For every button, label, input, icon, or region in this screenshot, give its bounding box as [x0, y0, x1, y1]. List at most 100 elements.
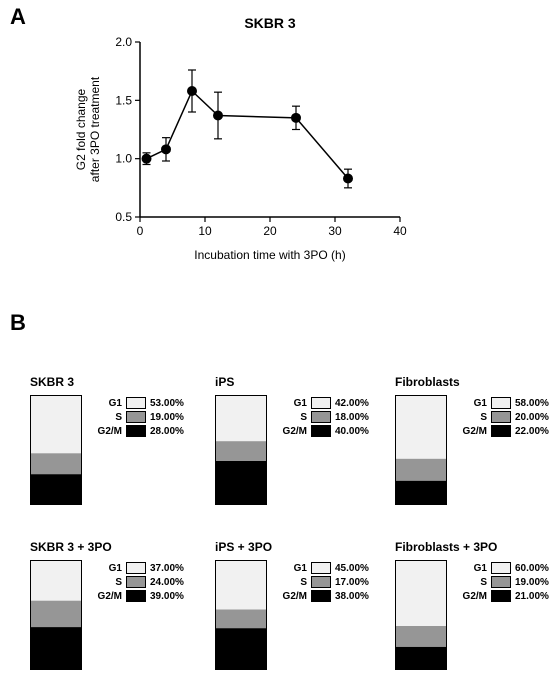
y-tick-label: 2.0 [115, 35, 132, 49]
stack-bar [395, 560, 447, 670]
segment-G2M [395, 481, 447, 505]
bar-container [395, 560, 447, 670]
legend-pct: 24.00% [150, 577, 184, 588]
legend-row: S 20.00% [453, 411, 549, 423]
legend-row: G2/M40.00% [273, 425, 369, 437]
legend-swatch [311, 590, 331, 602]
data-point [291, 113, 301, 123]
legend-row: G2/M 39.00% [88, 590, 184, 602]
legend-pct: 19.00% [150, 412, 184, 423]
y-tick-label: 1.0 [115, 152, 132, 166]
legend-label: S [88, 577, 122, 588]
segment-S [30, 453, 82, 474]
y-tick-label: 1.5 [115, 93, 132, 107]
stack-body: G1 37.00% S 24.00% G2/M 39.00% [30, 560, 184, 670]
segment-G2M [215, 461, 267, 505]
legend-label: G1 [273, 563, 307, 574]
legend: G145.00%S17.00%G2/M38.00% [273, 562, 369, 604]
data-point [213, 111, 223, 121]
data-point [161, 144, 171, 154]
legend-swatch [491, 425, 511, 437]
svg-text:after 3PO treatment: after 3PO treatment [88, 76, 102, 182]
bar-container [30, 395, 82, 505]
legend-swatch [491, 562, 511, 574]
legend-pct: 28.00% [150, 426, 184, 437]
legend-swatch [491, 576, 511, 588]
legend-pct: 21.00% [515, 591, 549, 602]
stack-bar [215, 560, 267, 670]
legend-swatch [126, 576, 146, 588]
segment-G1 [395, 560, 447, 626]
legend: G1 37.00% S 24.00% G2/M 39.00% [88, 562, 184, 604]
bar-container [215, 395, 267, 505]
stack-bar [215, 395, 267, 505]
x-tick-label: 20 [263, 224, 277, 238]
legend-label: S [273, 412, 307, 423]
segment-S [215, 610, 267, 629]
chart-title: SKBR 3 [244, 15, 296, 31]
stack-body: G160.00%S19.00%G2/M21.00% [395, 560, 549, 670]
stack-chart: iPS + 3POG145.00%S17.00%G2/M38.00% [215, 540, 369, 670]
stack-bar [395, 395, 447, 505]
segment-S [215, 441, 267, 461]
legend-label: G2/M [273, 426, 307, 437]
bar-container [215, 560, 267, 670]
stack-chart: SKBR 3G153.00%S19.00%G2/M28.00% [30, 375, 184, 505]
stack-chart: iPSG142.00%S18.00%G2/M40.00% [215, 375, 369, 505]
legend-label: G2/M [273, 591, 307, 602]
x-tick-label: 0 [137, 224, 144, 238]
legend: G142.00%S18.00%G2/M40.00% [273, 397, 369, 439]
legend-label: G1 [453, 563, 487, 574]
segment-G1 [215, 395, 267, 441]
legend-swatch [491, 590, 511, 602]
y-tick-label: 0.5 [115, 210, 132, 224]
segment-G1 [395, 395, 447, 459]
segment-G2M [395, 647, 447, 670]
legend-swatch [491, 397, 511, 409]
segment-G2M [215, 628, 267, 670]
data-point [187, 86, 197, 96]
legend-row: G145.00% [273, 562, 369, 574]
x-tick-label: 30 [328, 224, 342, 238]
data-point [142, 154, 152, 164]
legend-swatch [491, 411, 511, 423]
legend-swatch [311, 411, 331, 423]
data-point [343, 174, 353, 184]
segment-S [395, 459, 447, 481]
segment-G2M [30, 627, 82, 670]
stack-body: G142.00%S18.00%G2/M40.00% [215, 395, 369, 505]
legend-row: S 24.00% [88, 576, 184, 588]
panel-a-label: A [10, 4, 26, 30]
stack-body: G153.00%S19.00%G2/M28.00% [30, 395, 184, 505]
legend-label: G1 [273, 398, 307, 409]
legend-row: S 19.00% [453, 576, 549, 588]
panel-a-chart: SKBR 30102030400.51.01.52.0Incubation ti… [70, 12, 410, 272]
stack-title: Fibroblasts [395, 375, 549, 389]
legend-row: G2/M21.00% [453, 590, 549, 602]
stack-bar [30, 395, 82, 505]
x-axis-label: Incubation time with 3PO (h) [194, 248, 345, 262]
segment-G1 [30, 560, 82, 601]
legend-row: S18.00% [273, 411, 369, 423]
stack-title: SKBR 3 [30, 375, 184, 389]
legend-pct: 37.00% [150, 563, 184, 574]
legend-label: S [453, 412, 487, 423]
legend: G158.00%S20.00%G2/M22.00% [453, 397, 549, 439]
legend-row: G2/M 38.00% [273, 590, 369, 602]
legend-pct: 20.00% [515, 412, 549, 423]
legend-row: G2/M28.00% [88, 425, 184, 437]
legend-pct: 38.00% [335, 591, 369, 602]
segment-S [395, 626, 447, 647]
segment-G1 [215, 560, 267, 610]
legend-pct: 39.00% [150, 591, 184, 602]
legend-label: S [453, 577, 487, 588]
legend-pct: 19.00% [515, 577, 549, 588]
legend-swatch [126, 411, 146, 423]
legend-label: G1 [88, 563, 122, 574]
svg-text:G2 fold change: G2 fold change [74, 88, 88, 170]
legend-label: G2/M [88, 591, 122, 602]
legend-label: S [88, 412, 122, 423]
legend-swatch [311, 425, 331, 437]
legend-pct: 53.00% [150, 398, 184, 409]
legend-swatch [311, 397, 331, 409]
